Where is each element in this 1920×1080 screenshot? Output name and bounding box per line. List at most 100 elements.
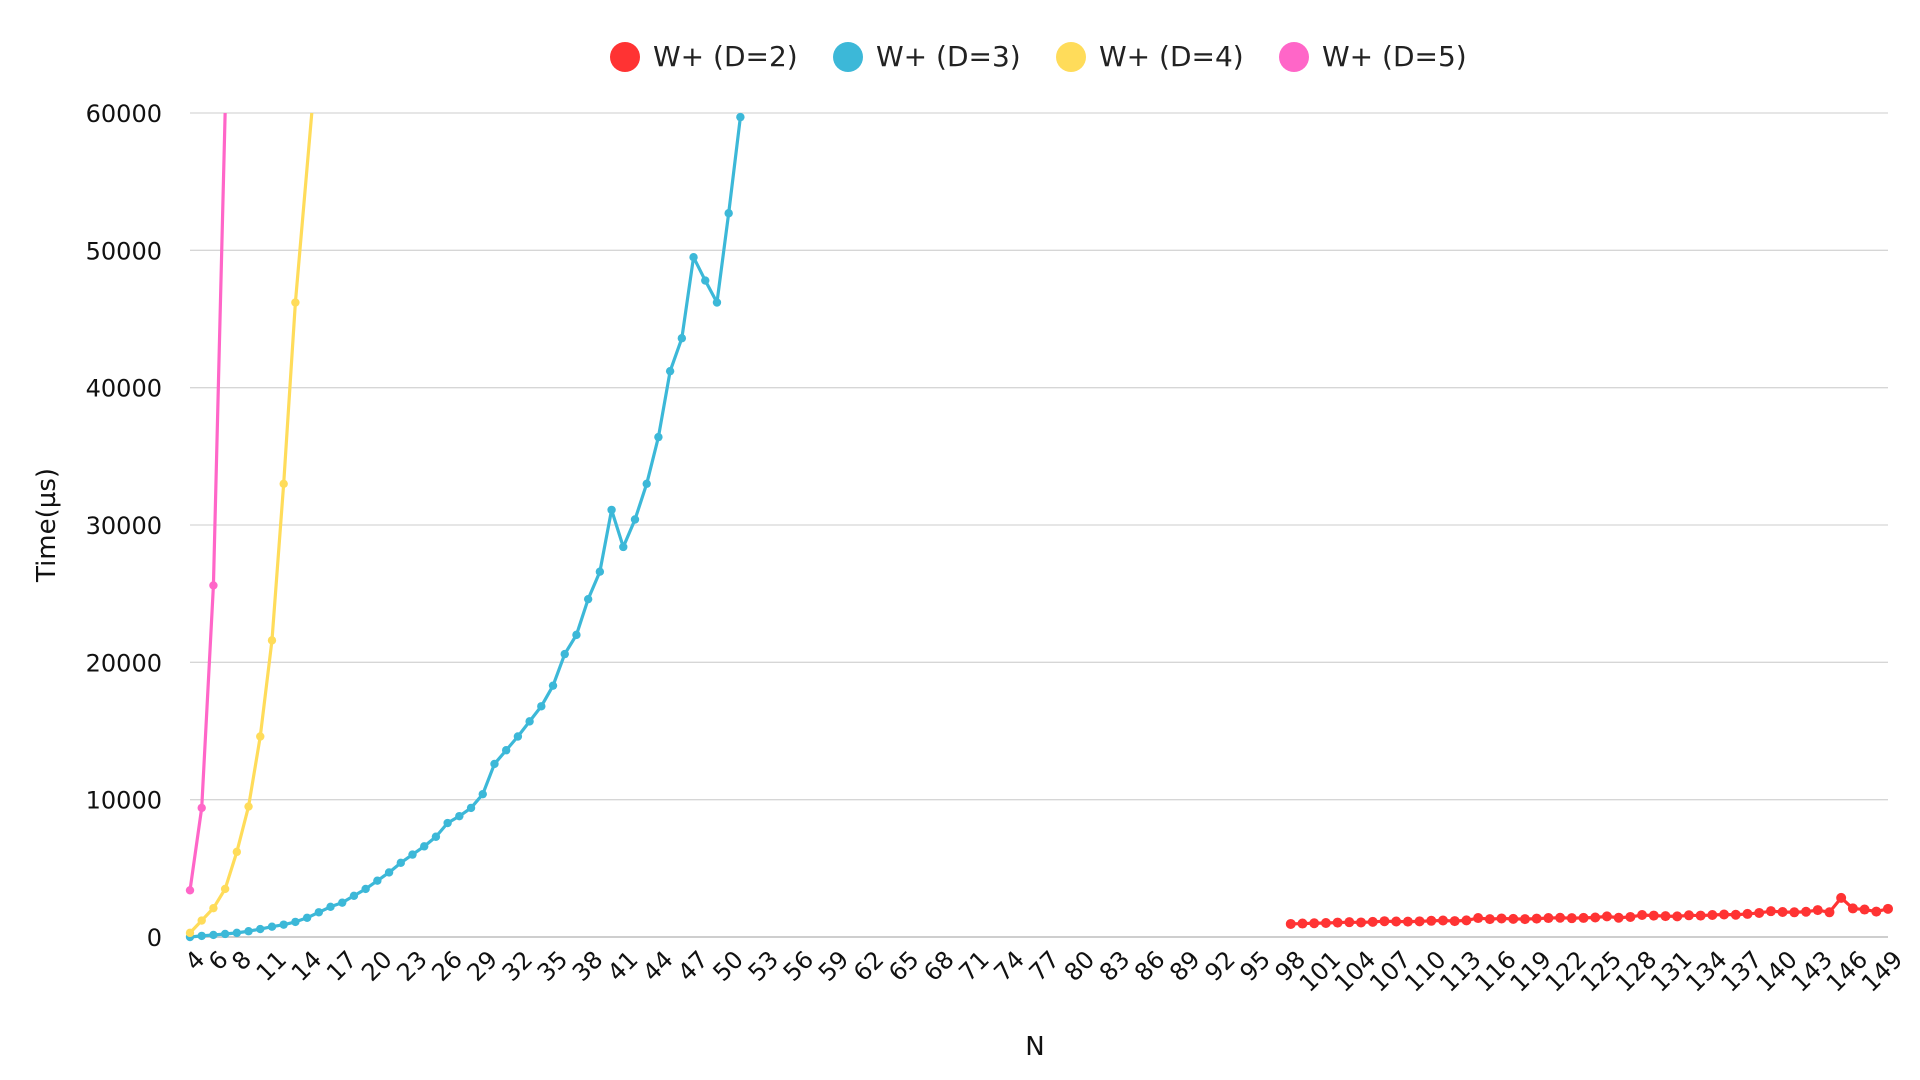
series-1 [1285,892,1893,929]
data-point [1824,907,1835,918]
data-point [1683,910,1694,921]
legend-marker [833,42,863,72]
data-point [1285,918,1296,929]
data-point [384,868,394,877]
data-point [338,898,347,907]
legend-item[interactable]: W+ (D=4) [1056,40,1244,73]
y-tick-label: 0 [147,924,162,952]
data-point [197,916,206,925]
data-point [1883,903,1893,914]
data-point [1367,916,1378,927]
data-point [1543,913,1554,924]
data-point [736,112,745,122]
series-4 [185,112,227,895]
data-point [1379,916,1390,927]
data-point [1414,916,1425,927]
data-point [1648,910,1659,921]
y-tick-label: 30000 [86,512,162,540]
data-point [1297,918,1308,929]
data-point [291,917,300,927]
data-point [396,858,405,868]
data-point [256,924,265,934]
data-point [1449,916,1460,927]
legend-item[interactable]: W+ (D=2) [610,40,798,73]
data-point [1473,913,1484,924]
data-point [607,505,616,515]
data-point [197,931,206,941]
x-axis-title: N [1025,1032,1044,1062]
data-point [1461,915,1472,926]
series-lines [185,112,1893,942]
data-point [1519,914,1530,925]
data-point [220,929,230,939]
data-point [326,902,335,911]
data-point [466,803,476,813]
data-point [420,842,429,851]
data-point [595,567,605,576]
legend-item[interactable]: W+ (D=5) [1279,40,1467,73]
data-point [408,850,417,859]
data-point [1601,911,1612,922]
data-point [1590,912,1601,923]
chart-legend: W+ (D=2) W+ (D=3) W+ (D=4) W+ (D=5) [610,40,1467,73]
data-point [724,209,733,218]
data-point [1555,912,1566,923]
data-point [1578,912,1589,923]
data-point [572,630,581,640]
series-line [1290,896,1889,926]
y-tick-label: 50000 [86,237,162,265]
data-point [665,366,675,376]
data-point [537,702,546,711]
x-tick-labels: 4681114172023262932353841444750535659626… [180,945,1909,997]
data-point [302,913,312,922]
y-tick-label: 10000 [86,787,162,815]
data-point [654,432,663,442]
x-tick-label: 149 [1856,945,1908,997]
data-point [1332,917,1343,928]
x-tick-label: 8 [226,945,257,976]
legend-item[interactable]: W+ (D=3) [833,40,1021,73]
x-tick-label: 4 [180,945,211,976]
data-point [1801,906,1812,917]
data-point [1531,913,1542,924]
data-point [373,876,382,885]
data-point [701,276,710,285]
data-point [455,811,464,821]
data-point [1836,892,1847,903]
data-point [630,515,640,524]
data-point [501,746,511,755]
data-point [1637,910,1648,921]
data-point [1508,913,1519,924]
data-point [1344,917,1355,928]
data-point [1765,906,1776,917]
data-point [197,803,206,813]
data-point [279,920,288,929]
data-point [209,903,218,913]
data-point [1496,913,1507,924]
series-3 [185,112,314,938]
data-point [279,479,288,488]
legend-label: W+ (D=4) [1099,40,1244,73]
data-point [1672,911,1683,922]
data-point [513,732,523,741]
data-point [642,479,651,488]
data-point [256,732,265,741]
data-point [1789,907,1800,918]
data-point [1484,914,1495,925]
y-gridlines [190,112,1888,938]
data-point [712,298,722,307]
data-point [583,594,593,604]
data-point [619,542,628,552]
legend-label: W+ (D=2) [653,40,798,73]
data-point [1660,911,1671,922]
data-point [689,253,698,262]
data-point [209,930,218,940]
data-point [291,298,300,307]
data-point [1625,911,1636,922]
x-tick-label: 6 [203,945,234,976]
data-point [1438,915,1449,926]
data-point [314,908,324,917]
legend-marker [1056,42,1086,72]
data-point [1695,910,1706,921]
